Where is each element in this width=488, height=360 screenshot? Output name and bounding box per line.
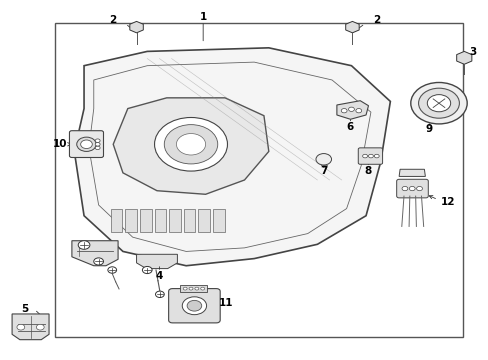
Circle shape [176,134,205,155]
Bar [169,208,181,232]
Polygon shape [136,254,177,269]
Polygon shape [113,98,268,194]
Polygon shape [12,314,49,340]
Circle shape [95,143,100,146]
Bar [154,208,166,232]
Bar [183,208,195,232]
Bar [180,285,206,292]
Circle shape [95,139,100,143]
Circle shape [164,125,217,164]
Circle shape [410,82,466,124]
Circle shape [315,154,331,165]
Circle shape [154,117,227,171]
FancyBboxPatch shape [168,289,220,323]
Text: 1: 1 [199,13,206,22]
Circle shape [341,109,346,113]
Circle shape [142,266,152,274]
Circle shape [373,154,378,158]
Circle shape [348,107,354,111]
Bar [55,23,462,337]
Circle shape [94,258,103,265]
Circle shape [355,109,361,113]
Text: 11: 11 [218,298,233,308]
Circle shape [17,324,25,330]
Text: 4: 4 [155,271,163,281]
Circle shape [155,291,164,297]
Circle shape [183,287,187,290]
Circle shape [77,137,96,152]
Circle shape [36,324,44,330]
FancyBboxPatch shape [396,179,427,198]
Bar [140,208,151,232]
Bar [125,208,137,232]
Text: 12: 12 [440,197,454,207]
Text: 2: 2 [109,15,117,25]
Circle shape [95,146,100,150]
Circle shape [418,88,458,118]
Circle shape [182,297,206,315]
FancyBboxPatch shape [358,148,382,164]
Polygon shape [72,241,118,266]
Circle shape [189,287,193,290]
Text: 7: 7 [320,166,327,176]
Text: 8: 8 [364,166,371,176]
Polygon shape [456,51,471,64]
Bar [212,208,224,232]
Bar [111,208,122,232]
Text: 10: 10 [52,139,67,149]
Circle shape [187,300,201,311]
Text: 3: 3 [468,47,476,57]
Text: 6: 6 [346,122,353,132]
Text: 2: 2 [372,15,380,25]
Circle shape [108,267,116,273]
Polygon shape [345,21,359,33]
Circle shape [362,154,367,158]
Circle shape [401,186,407,191]
Circle shape [427,95,450,112]
Circle shape [368,154,372,158]
Circle shape [416,186,422,191]
Polygon shape [74,48,389,266]
Polygon shape [398,169,425,176]
Circle shape [78,241,90,249]
FancyBboxPatch shape [69,131,103,157]
Polygon shape [129,21,143,33]
Circle shape [201,287,204,290]
Text: 9: 9 [425,124,432,134]
Circle shape [195,287,199,290]
Circle shape [408,186,414,191]
Bar [198,208,209,232]
Polygon shape [336,101,368,119]
Text: 5: 5 [21,304,28,314]
Circle shape [81,140,92,149]
